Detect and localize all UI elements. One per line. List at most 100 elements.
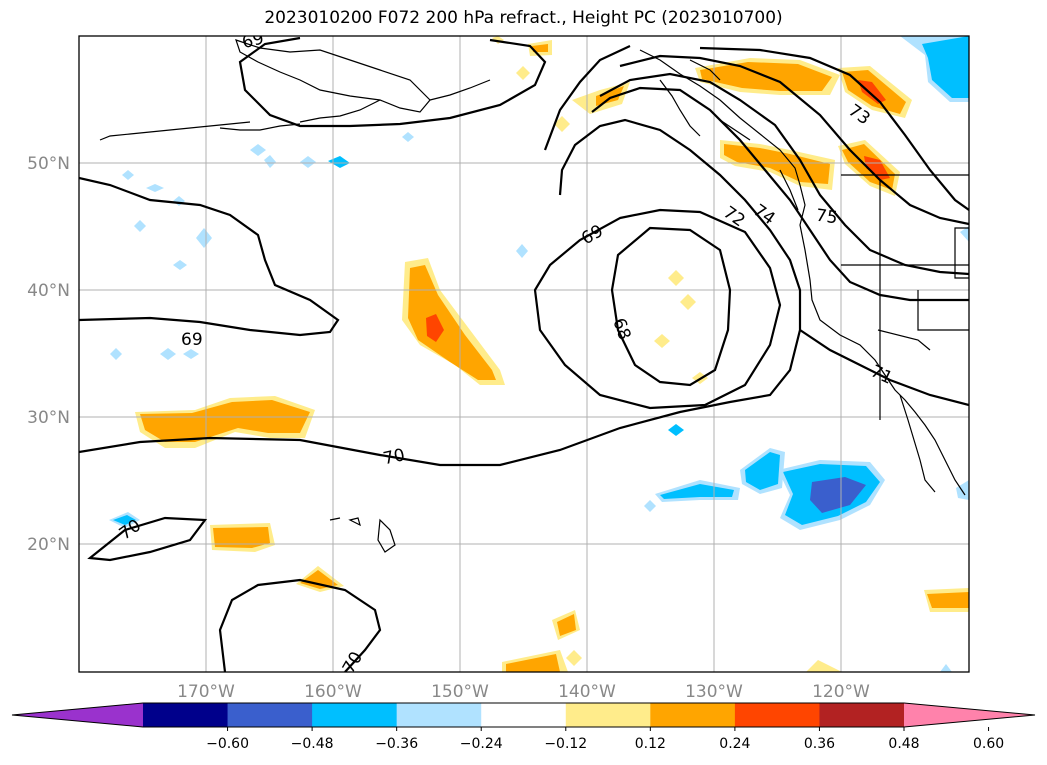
colorbar <box>11 702 1036 731</box>
neg-patch-weak <box>122 170 134 180</box>
neg-patch-mid <box>328 156 350 168</box>
contour-label: 72 <box>719 203 748 232</box>
colorbar-segment <box>565 703 651 727</box>
contour-label: 69 <box>181 330 203 350</box>
neg-patch-weak <box>134 220 146 232</box>
colorbar-segment <box>819 703 905 727</box>
colorbar-tick-label: 0.60 <box>973 736 1004 752</box>
colorbar-tick-label: −0.36 <box>375 736 418 752</box>
contour-labels: 69 68 69 70 70 70 72 74 75 73 71 69 <box>116 28 896 672</box>
colorbar-segment <box>143 703 229 727</box>
latitude-labels: 50°N 40°N 30°N 20°N <box>27 154 70 555</box>
lon-label: 130°W <box>685 682 743 702</box>
contour-68 <box>610 226 732 387</box>
pos-patch-weak <box>668 270 684 286</box>
contour-label: 69 <box>578 221 607 249</box>
colorbar-tick-label: 0.36 <box>804 736 835 752</box>
neg-patch-weak <box>264 155 276 168</box>
neg-patch-strong <box>810 477 866 513</box>
colorbar-tick-label: 0.48 <box>888 736 919 752</box>
colorbar-extend-high <box>904 703 1035 727</box>
neg-patch-weak <box>250 144 266 156</box>
pos-patch-weak <box>516 66 530 80</box>
neg-patch-weak <box>940 664 952 672</box>
colorbar-segment <box>650 703 736 727</box>
contour-label: 69 <box>240 28 266 53</box>
pos-patch-strong <box>426 314 444 342</box>
graticule <box>79 36 969 672</box>
colorbar-segment <box>481 703 567 727</box>
coastlines <box>99 39 969 553</box>
lon-label: 170°W <box>177 682 235 702</box>
colorbar-tick-label: −0.24 <box>460 736 503 752</box>
colorbar-outline <box>11 702 1036 728</box>
contour-label: 74 <box>749 201 778 230</box>
neg-patch-mid <box>745 452 780 490</box>
pos-patch-weak <box>654 334 670 348</box>
colorbar-extend-low <box>12 703 143 727</box>
height-contours <box>79 36 969 672</box>
pos-patch-strong <box>858 80 886 104</box>
contour-north <box>238 36 547 128</box>
lon-label: 120°W <box>812 682 870 702</box>
pos-patch-mid <box>596 86 624 106</box>
pos-patch-mid <box>300 570 338 589</box>
pos-patch-mid <box>506 654 560 672</box>
contour-73-arc <box>699 46 969 211</box>
contour-70-south <box>79 118 802 467</box>
map-title: 2023010200 F072 200 hPa refract., Height… <box>264 8 783 28</box>
contour-74 <box>599 72 969 276</box>
colorbar-segment <box>227 703 313 727</box>
pos-patch-mid <box>408 265 496 380</box>
neg-patch-weak <box>196 228 212 248</box>
contour-69-west <box>79 176 340 337</box>
pos-patch-mid <box>532 44 548 52</box>
neg-patch-weak <box>146 184 164 192</box>
lon-label: 150°W <box>431 682 489 702</box>
lon-label: 160°W <box>304 682 362 702</box>
contour-label: 70 <box>381 445 406 469</box>
contour-label: 68 <box>608 316 634 343</box>
neg-patch-mid <box>922 36 969 98</box>
colorbar-segment <box>396 703 482 727</box>
pos-patch-mid <box>213 527 270 548</box>
pos-patch-weak <box>806 660 842 672</box>
pos-patch-weak <box>554 116 570 132</box>
colorbar-segment <box>734 703 820 727</box>
lat-label: 20°N <box>27 535 70 555</box>
colorbar-tick-label: 0.12 <box>635 736 666 752</box>
pos-patch-mid <box>927 592 969 608</box>
neg-patch-weak <box>173 260 187 270</box>
lon-label: 140°W <box>558 682 616 702</box>
contour-75 <box>619 54 969 226</box>
pos-patch-weak <box>680 294 696 310</box>
neg-patch-weak <box>173 196 185 206</box>
neg-patch-weak <box>956 480 969 500</box>
contour-69-east-outer <box>543 45 631 151</box>
colorbar-labels: −0.60 −0.48 −0.36 −0.24 −0.12 0.12 0.24 0.36 0.4… <box>206 736 1004 752</box>
contour-label: 75 <box>815 206 839 229</box>
contour-70-hawaii-west <box>87 516 208 562</box>
map-frame <box>78 35 970 673</box>
neg-patch-mid <box>113 515 136 525</box>
colorbar-segment <box>312 703 398 727</box>
pos-patch-mid <box>140 400 310 442</box>
colorbar-tick-label: −0.48 <box>291 736 334 752</box>
pos-patch-strong <box>864 156 890 180</box>
contour-72 <box>591 86 969 302</box>
neg-patch-mid <box>660 484 734 499</box>
contour-71 <box>799 329 969 407</box>
lat-label: 50°N <box>27 154 70 174</box>
colorbar-tick-label: 0.24 <box>719 736 750 752</box>
neg-patch-weak <box>160 348 176 360</box>
map-area: 69 68 69 70 70 70 72 74 75 73 71 69 <box>79 28 969 672</box>
neg-patch-weak <box>402 132 414 142</box>
neg-patch-weak <box>960 226 969 242</box>
pos-patch-weak <box>566 650 582 666</box>
neg-patch-weak <box>110 348 122 360</box>
colorbar-tick-label: −0.60 <box>206 736 249 752</box>
longitude-labels: 170°W 160°W 150°W 140°W 130°W 120°W <box>177 682 870 702</box>
pos-patch-mid <box>557 614 576 636</box>
neg-patch-weak <box>183 349 199 359</box>
